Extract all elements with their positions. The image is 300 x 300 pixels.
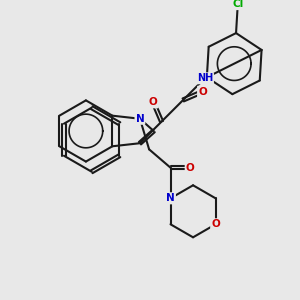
Text: Cl: Cl — [232, 0, 243, 9]
Text: O: O — [149, 97, 158, 107]
Text: O: O — [198, 87, 207, 97]
Text: O: O — [211, 219, 220, 229]
Text: NH: NH — [197, 73, 213, 83]
Text: O: O — [186, 163, 194, 173]
Text: N: N — [166, 193, 175, 203]
Text: N: N — [136, 114, 144, 124]
